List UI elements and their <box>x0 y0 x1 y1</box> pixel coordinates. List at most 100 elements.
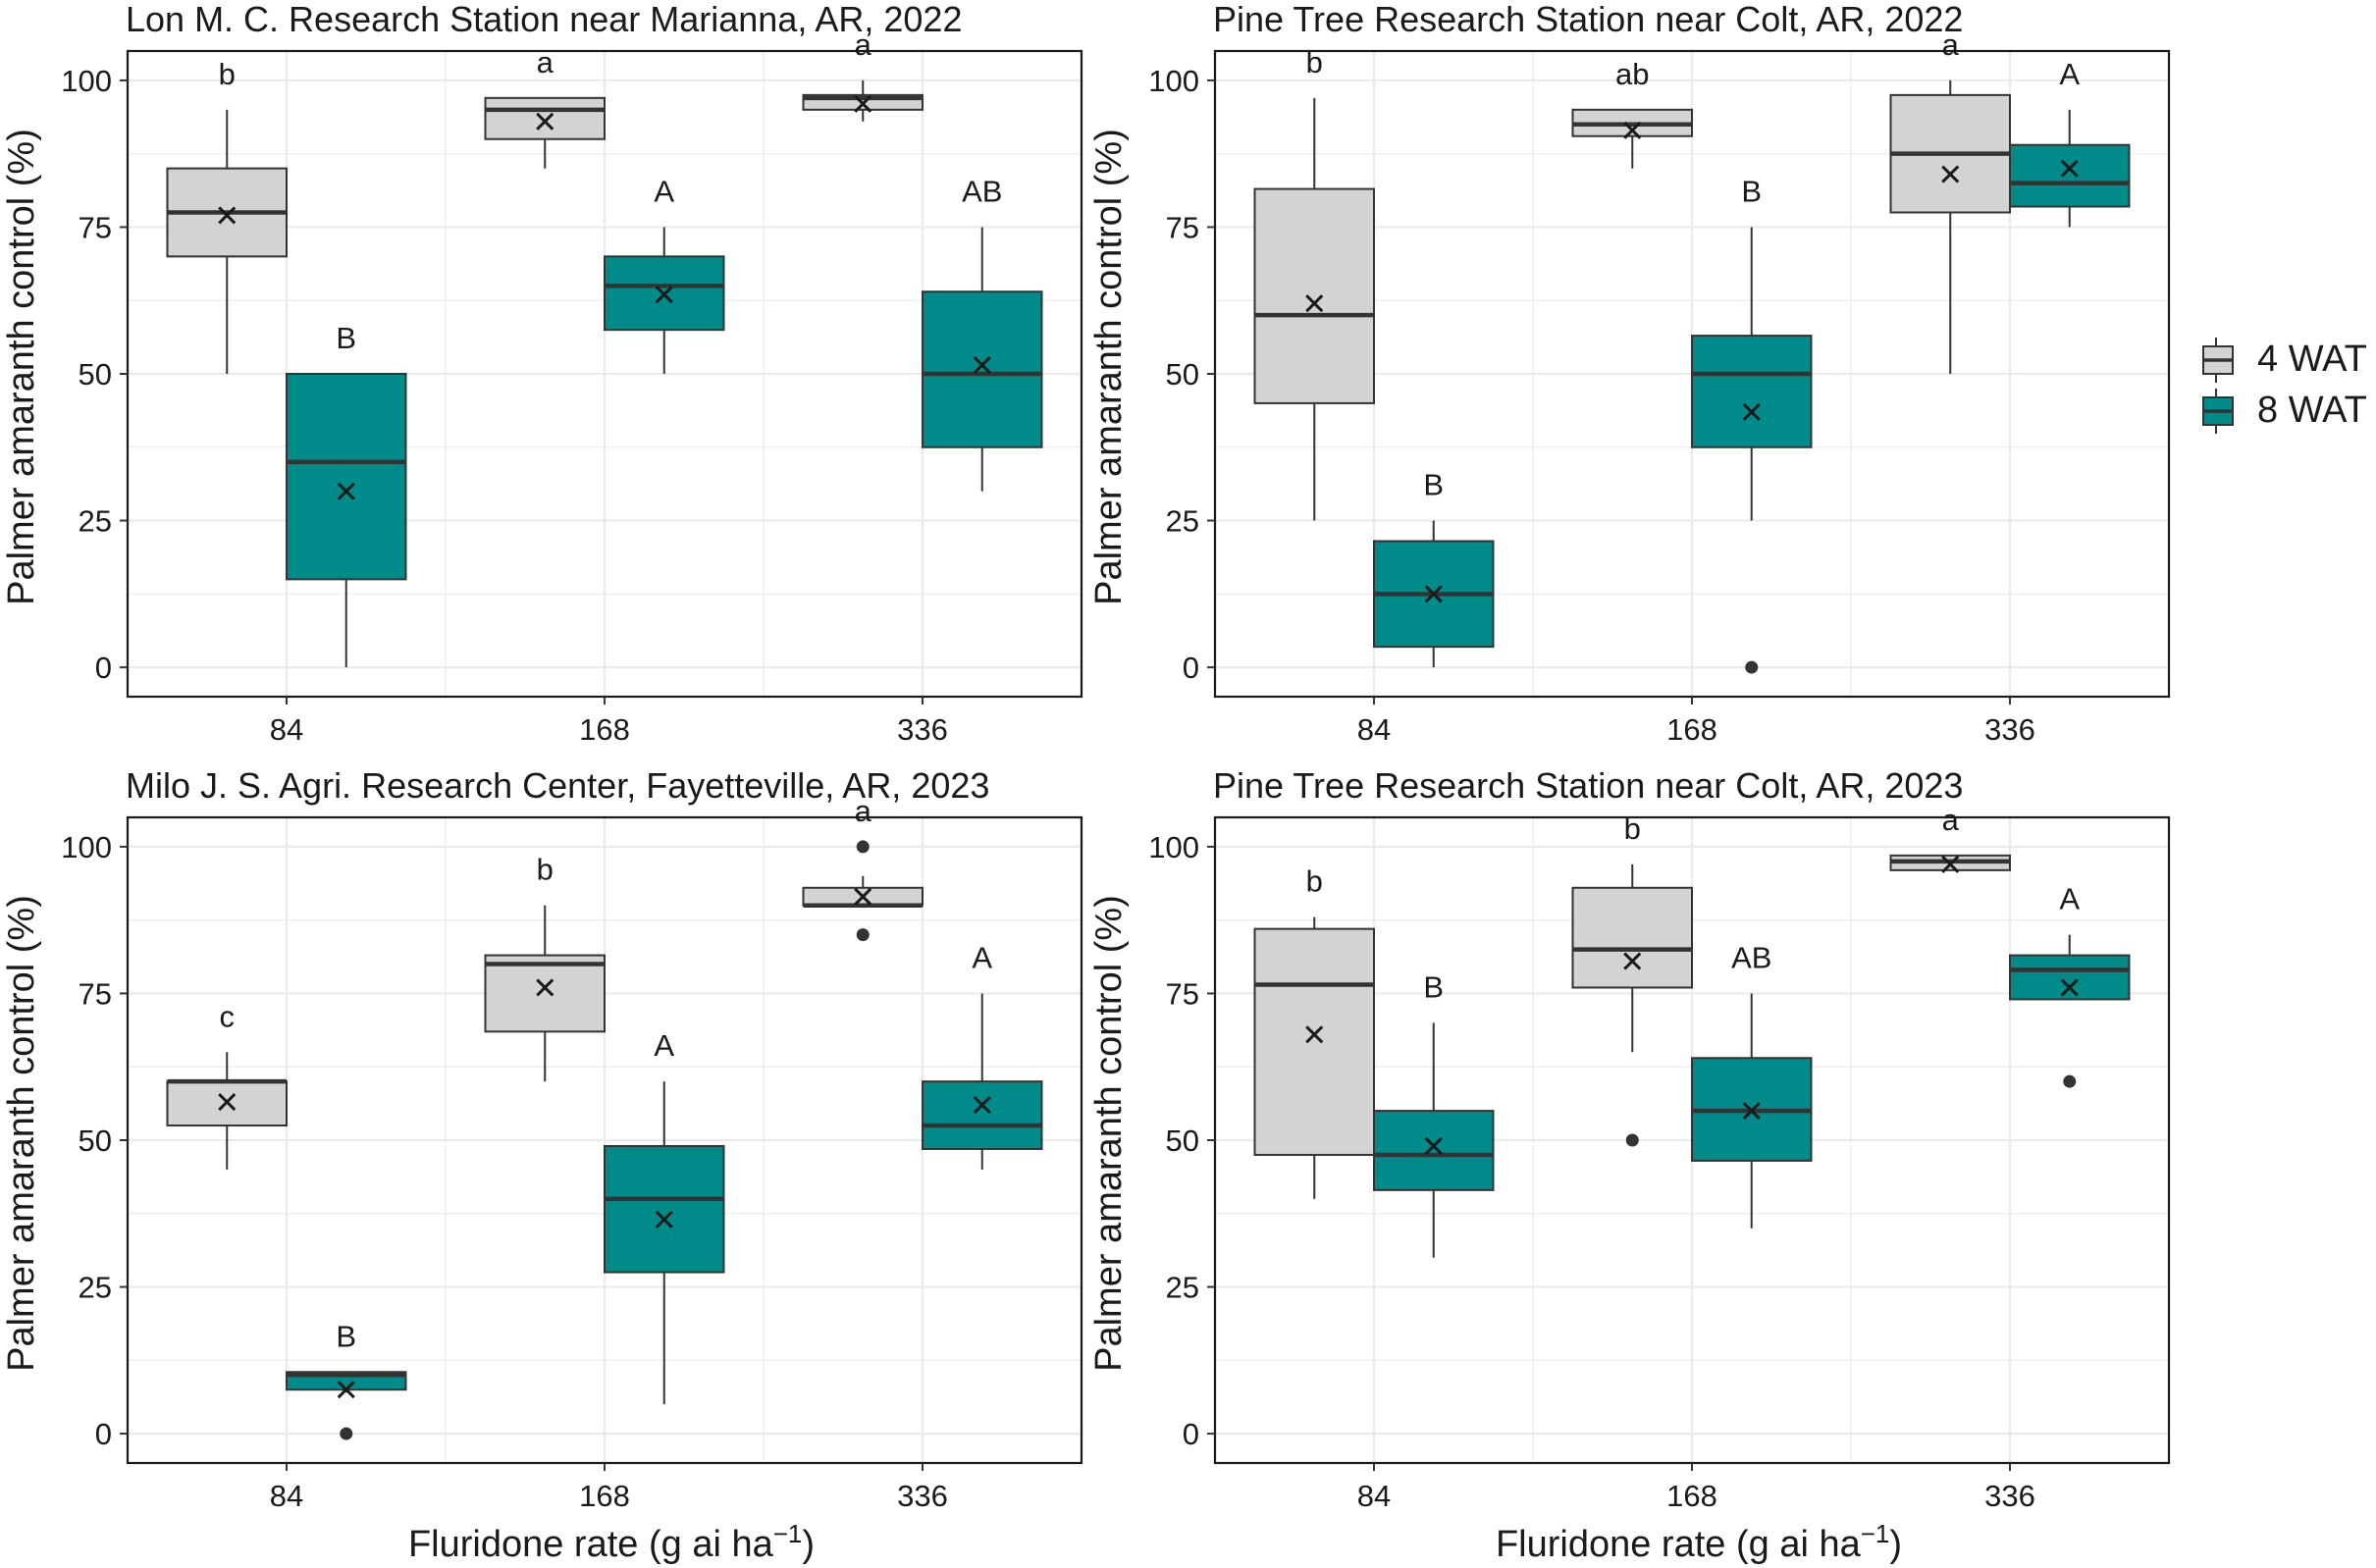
significance-letter: a <box>537 45 554 79</box>
x-axis-title-main: Fluridone rate (g ai ha <box>1496 1524 1862 1565</box>
mean-marker <box>854 887 872 906</box>
box-8wat: A <box>2009 882 2131 1088</box>
y-tick-label: 25 <box>79 504 112 539</box>
x-axis-title: Fluridone rate (g ai ha−1) <box>1496 1519 1902 1565</box>
x-tick-label: 168 <box>1666 1479 1717 1513</box>
significance-letter: A <box>654 1028 674 1063</box>
mean-marker <box>655 1210 673 1228</box>
box-4wat: b <box>1253 45 1375 521</box>
x-tick-label: 336 <box>1984 712 2035 747</box>
box-8wat: AB <box>922 174 1043 492</box>
box-body <box>922 290 1043 448</box>
x-tick-label: 84 <box>1357 1479 1391 1513</box>
significance-letter: b <box>1306 864 1323 899</box>
box-body <box>1253 187 1375 404</box>
box-body <box>1571 886 1693 989</box>
x-axis-title: Fluridone rate (g ai ha−1) <box>408 1519 815 1565</box>
y-tick-label: 25 <box>1166 504 1199 539</box>
significance-letter: A <box>654 174 674 208</box>
significance-letter: a <box>855 27 872 62</box>
box-body <box>484 96 606 140</box>
x-tick-label: 168 <box>1666 712 1717 747</box>
panel-0: Lon M. C. Research Station near Marianna… <box>61 0 1083 747</box>
outlier-point <box>856 840 870 854</box>
box-8wat: A <box>2009 57 2131 228</box>
y-tick-label: 0 <box>95 1417 112 1451</box>
mean-marker <box>854 94 872 113</box>
significance-letter: A <box>2059 882 2080 916</box>
mean-marker <box>536 978 554 997</box>
box-4wat: b <box>484 853 606 1082</box>
y-tick-label: 75 <box>1166 210 1199 244</box>
mean-marker <box>1742 402 1761 421</box>
x-axis-title-end: ) <box>802 1524 815 1565</box>
x-tick-label: 84 <box>270 712 303 747</box>
significance-letter: B <box>1423 468 1444 502</box>
y-axis-title: Palmer amaranth control (%) <box>1 895 42 1372</box>
panel-title: Lon M. C. Research Station near Marianna… <box>126 0 962 39</box>
y-tick-label: 0 <box>1183 651 1199 685</box>
y-tick-label: 0 <box>95 651 112 685</box>
outlier-point <box>1745 660 1759 674</box>
box-8wat: A <box>604 1028 725 1405</box>
legend-item-4wat: 4 WAT <box>2202 338 2367 383</box>
x-axis-title-sup: −1 <box>773 1519 803 1548</box>
y-axis-title: Palmer amaranth control (%) <box>1 129 42 605</box>
panel-title: Milo J. S. Agri. Research Center, Fayett… <box>126 765 989 806</box>
y-tick-label: 50 <box>1166 357 1199 392</box>
significance-letter: ab <box>1615 57 1649 91</box>
box-8wat: A <box>604 174 725 374</box>
significance-letter: a <box>1942 27 1960 62</box>
significance-letter: A <box>2059 57 2080 91</box>
box-body <box>286 373 407 581</box>
panel-1: Pine Tree Research Station near Colt, AR… <box>1148 0 2171 747</box>
box-4wat: a <box>1889 803 2011 873</box>
outlier-point <box>856 928 870 942</box>
mean-marker <box>1424 1136 1443 1156</box>
legend-key-8wat <box>2202 389 2234 434</box>
plot-area: b ab a B B A 0 25 50 75 100 84 168 336 <box>1148 27 2171 747</box>
x-axis-title-sup: −1 <box>1861 1519 1890 1548</box>
outlier-point <box>340 1427 353 1440</box>
significance-letter: c <box>220 999 236 1033</box>
box-body <box>1691 335 1813 448</box>
x-axis-title-end: ) <box>1889 1524 1902 1565</box>
y-tick-label: 0 <box>1183 1417 1199 1451</box>
mean-marker <box>2060 159 2079 178</box>
box-4wat: c <box>166 999 288 1170</box>
plot-area: b b a B AB A 0 25 50 75 100 84 168 336 <box>1148 803 2171 1513</box>
significance-letter: B <box>336 321 356 355</box>
box-body <box>1253 927 1375 1156</box>
y-tick-label: 100 <box>1148 64 1199 98</box>
box-body <box>484 954 606 1033</box>
box-4wat: a <box>802 794 924 942</box>
box-8wat: AB <box>1691 940 1813 1228</box>
y-tick-label: 25 <box>1166 1271 1199 1305</box>
box-4wat: a <box>1889 27 2011 374</box>
y-tick-label: 75 <box>79 210 112 244</box>
x-tick-label: 336 <box>1984 1479 2035 1513</box>
legend-label: 4 WAT <box>2257 339 2367 380</box>
box-4wat: a <box>802 27 924 122</box>
mean-marker <box>973 355 991 375</box>
significance-letter: b <box>1306 45 1323 79</box>
box-4wat: a <box>484 45 606 169</box>
significance-letter: A <box>972 940 992 974</box>
y-axis-title: Palmer amaranth control (%) <box>1088 129 1130 605</box>
mean-marker <box>1424 585 1443 603</box>
significance-letter: a <box>1942 803 1960 837</box>
x-tick-label: 168 <box>579 712 630 747</box>
box-8wat: A <box>922 940 1043 1170</box>
mean-marker <box>655 286 673 304</box>
significance-letter: b <box>1624 811 1641 846</box>
outlier-point <box>2063 1074 2077 1088</box>
mean-marker <box>337 1381 355 1399</box>
box-4wat: b <box>1253 864 1375 1199</box>
significance-letter: B <box>336 1319 356 1353</box>
panel-title: Pine Tree Research Station near Colt, AR… <box>1213 0 1963 39</box>
significance-letter: b <box>537 853 554 887</box>
box-4wat: ab <box>1571 57 1693 169</box>
mean-marker <box>337 482 355 500</box>
x-axis-title-main: Fluridone rate (g ai ha <box>408 1524 774 1565</box>
y-tick-label: 50 <box>79 1124 112 1158</box>
